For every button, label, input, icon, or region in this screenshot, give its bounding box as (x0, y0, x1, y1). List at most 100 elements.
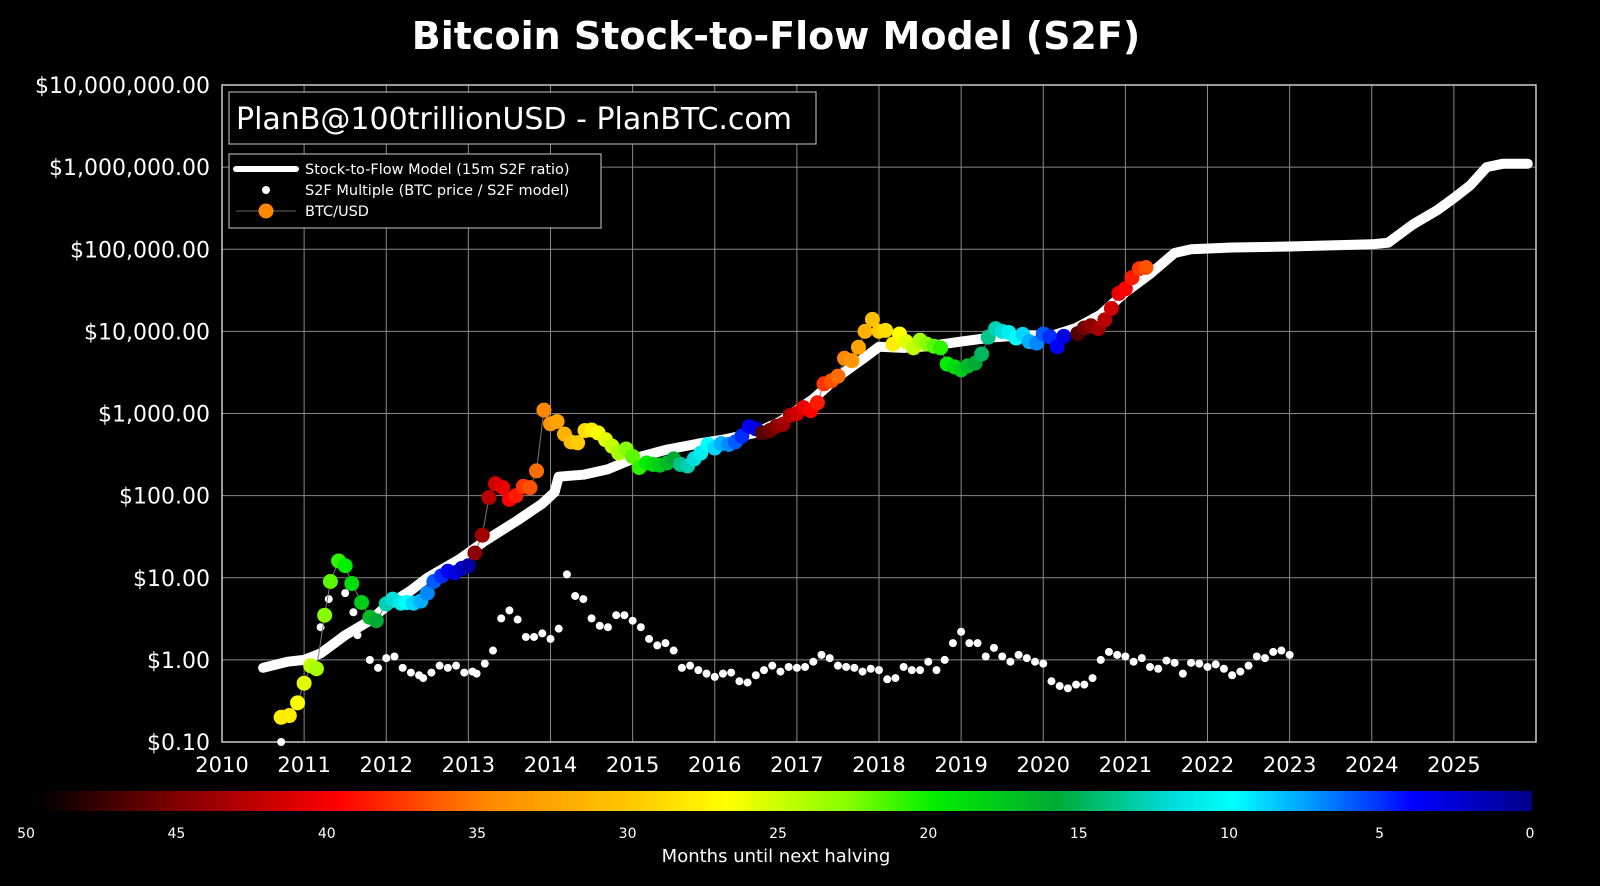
s2f-multiple-point (825, 654, 834, 663)
btc-price-point (549, 413, 565, 429)
btc-price-point (308, 661, 324, 677)
x-tick-label: 2010 (195, 753, 248, 777)
s2f-multiple-point (546, 634, 555, 643)
btc-price-point (974, 346, 990, 362)
s2f-multiple-point (1055, 682, 1064, 691)
btc-price-point (522, 480, 538, 496)
colorbar-tick: 20 (919, 826, 938, 842)
x-tick-label: 2017 (770, 753, 823, 777)
s2f-multiple-point (1195, 659, 1204, 668)
colorbar-tick: 45 (167, 826, 186, 842)
s2f-multiple-point (341, 589, 350, 598)
s2f-multiple-point (948, 639, 957, 648)
x-tick-label: 2024 (1345, 753, 1398, 777)
s2f-multiple-point (1031, 657, 1040, 666)
s2f-multiple-point (760, 666, 769, 675)
s2f-multiple-point (1014, 650, 1023, 659)
s2f-multiple-point (1252, 652, 1261, 661)
btc-price-point (1138, 259, 1154, 275)
s2f-multiple-point (907, 666, 916, 675)
s2f-multiple-point (497, 614, 506, 623)
x-tick-label: 2012 (360, 753, 413, 777)
s2f-multiple-point (1277, 646, 1286, 655)
s2f-multiple-point (628, 616, 637, 625)
btc-price-point (857, 323, 873, 339)
s2f-multiple-point (833, 661, 842, 670)
x-tick-label: 2014 (524, 753, 577, 777)
colorbar-tick: 35 (468, 826, 487, 842)
s2f-multiple-point (842, 662, 851, 671)
s2f-multiple-point (998, 652, 1007, 661)
colorbar-tick: 15 (1069, 826, 1088, 842)
s2f-multiple-point (1219, 664, 1228, 673)
s2f-multiple-point (472, 669, 481, 678)
btc-price-point (419, 585, 435, 601)
s2f-multiple-point (419, 674, 428, 683)
btc-price-point (529, 463, 545, 479)
x-tick-label: 2022 (1181, 753, 1234, 777)
s2f-multiple-point (435, 661, 444, 670)
s2f-multiple-point (398, 663, 407, 672)
s2f-multiple-point (1260, 654, 1269, 663)
btc-price-point (570, 435, 586, 451)
s2f-multiple-point (1244, 661, 1253, 670)
s2f-multiple-point (1088, 674, 1097, 683)
btc-price-point (878, 322, 894, 338)
x-tick-label: 2020 (1017, 753, 1070, 777)
s2f-multiple-point (538, 629, 547, 638)
s2f-multiple-point (686, 661, 695, 670)
y-tick-label: $1,000.00 (98, 403, 210, 428)
s2f-multiple-point (891, 674, 900, 683)
colorbar-tick: 30 (618, 826, 637, 842)
s2f-multiple-point (443, 663, 452, 672)
btc-price-point (467, 545, 483, 561)
s2f-multiple-point (612, 611, 621, 620)
s2f-multiple-point (1211, 660, 1220, 669)
s2f-multiple-point (653, 641, 662, 650)
btc-price-point (933, 340, 949, 356)
s2f-multiple-point (850, 663, 859, 672)
s2f-multiple-point (784, 662, 793, 671)
btc-price-point (844, 353, 860, 369)
s2f-multiple-point (1269, 647, 1278, 656)
s2f-multiple-point (277, 738, 286, 746)
s2f-multiple-point (1146, 662, 1155, 671)
btc-price-point (296, 675, 312, 691)
btc-price-point (1097, 312, 1113, 328)
y-tick-label: $0.10 (147, 731, 210, 756)
s2f-multiple-point (735, 677, 744, 686)
btc-price-point (344, 576, 360, 592)
s2f-multiple-point (1129, 657, 1138, 666)
legend-label: BTC/USD (305, 204, 369, 220)
colorbar-tick: 5 (1375, 826, 1385, 842)
s2f-multiple-point (1104, 647, 1113, 656)
s2f-multiple-point (1047, 677, 1056, 686)
s2f-multiple-point (1121, 652, 1130, 661)
s2f-multiple-point (1063, 684, 1072, 693)
s2f-multiple-point (636, 623, 645, 632)
s2f-multiple-point (809, 657, 818, 666)
btc-price-point (354, 594, 370, 610)
s2f-multiple-point (349, 608, 358, 617)
s2f-multiple-point (1137, 654, 1146, 663)
s2f-multiple-point (579, 595, 588, 604)
chart-title: Bitcoin Stock-to-Flow Model (S2F) (411, 14, 1141, 58)
y-tick-label: $10.00 (133, 567, 210, 592)
s2f-multiple-layer (277, 570, 1294, 746)
x-tick-label: 2019 (934, 753, 987, 777)
y-tick-label: $10,000.00 (84, 320, 210, 345)
btc-price-point (1117, 281, 1133, 297)
watermark-box (228, 91, 817, 145)
x-tick-label: 2015 (606, 753, 659, 777)
s2f-multiple-point (1228, 671, 1237, 680)
s2f-multiple-point (899, 662, 908, 671)
s2f-multiple-point (718, 669, 727, 678)
s2f-multiple-point (489, 646, 498, 655)
btc-price-point (830, 368, 846, 384)
s2f-multiple-point (875, 666, 883, 675)
s2f-multiple-point (677, 663, 686, 672)
s2f-multiple-point (365, 655, 374, 664)
s2f-multiple-point (353, 631, 362, 640)
s2f-multiple-point (603, 623, 612, 632)
